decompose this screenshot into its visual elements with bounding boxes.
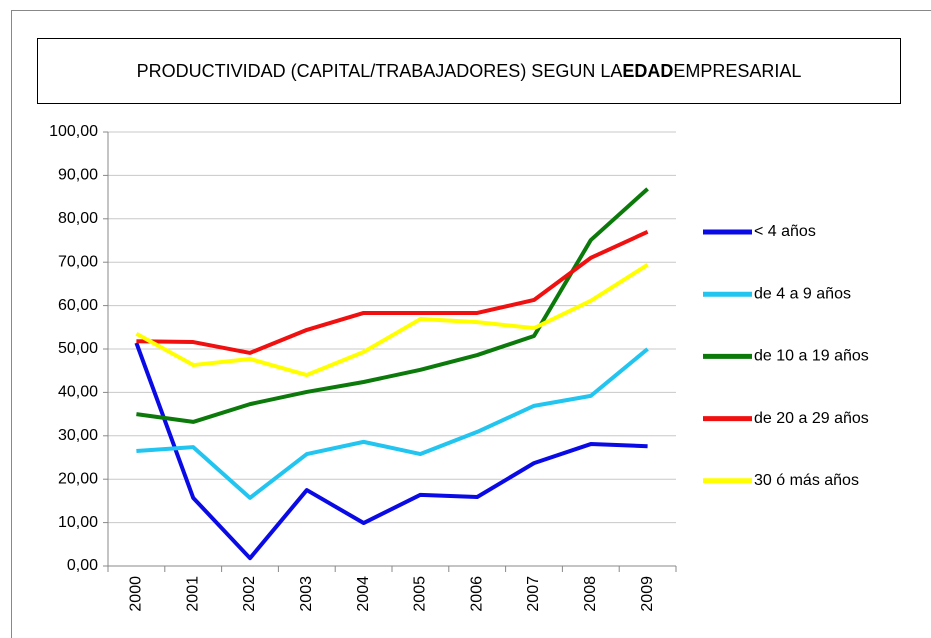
y-tick-label: 20,00 (58, 470, 98, 487)
legend-label: de 20 a 29 años (754, 410, 869, 427)
x-tick-label: 2001 (184, 576, 201, 612)
x-tick-label: 2009 (639, 576, 656, 612)
y-tick-label: 70,00 (58, 253, 98, 270)
legend-label: < 4 años (754, 223, 816, 240)
y-tick-label: 80,00 (58, 210, 98, 227)
legend-label: 30 ó más años (754, 472, 859, 489)
series-line (136, 187, 649, 424)
legend-label: de 10 a 19 años (754, 348, 869, 365)
x-tick-label: 2000 (128, 576, 145, 612)
x-tick-label: 2007 (525, 576, 542, 612)
x-tick-label: 2006 (468, 576, 485, 612)
y-tick-label: 60,00 (58, 297, 98, 314)
series-line (136, 347, 649, 500)
title-part: PRODUCTIVIDAD (CAPITAL/TRABAJADORES) SEG… (136, 60, 623, 81)
y-tick-label: 0,00 (67, 557, 98, 574)
chart-frame (11, 10, 931, 638)
title-part: EMPRESARIAL (673, 60, 802, 81)
x-tick-label: 2008 (582, 576, 599, 612)
y-tick-label: 50,00 (58, 340, 98, 357)
series-line (135, 263, 649, 378)
y-tick-label: 90,00 (58, 167, 98, 184)
legend-label: de 4 a 9 años (754, 285, 851, 302)
title-part-bold: EDAD (622, 60, 674, 81)
series-line (134, 342, 648, 561)
y-tick-label: 30,00 (58, 427, 98, 444)
y-tick-label: 100,00 (49, 123, 98, 140)
x-tick-label: 2002 (241, 576, 258, 612)
x-tick-label: 2005 (412, 576, 429, 612)
chart-title: PRODUCTIVIDAD (CAPITAL/TRABAJADORES) SEG… (37, 38, 901, 104)
x-tick-label: 2004 (355, 576, 372, 612)
y-tick-label: 40,00 (58, 384, 98, 401)
series-line (136, 230, 649, 355)
x-tick-label: 2003 (298, 576, 315, 612)
y-tick-label: 10,00 (58, 514, 98, 531)
